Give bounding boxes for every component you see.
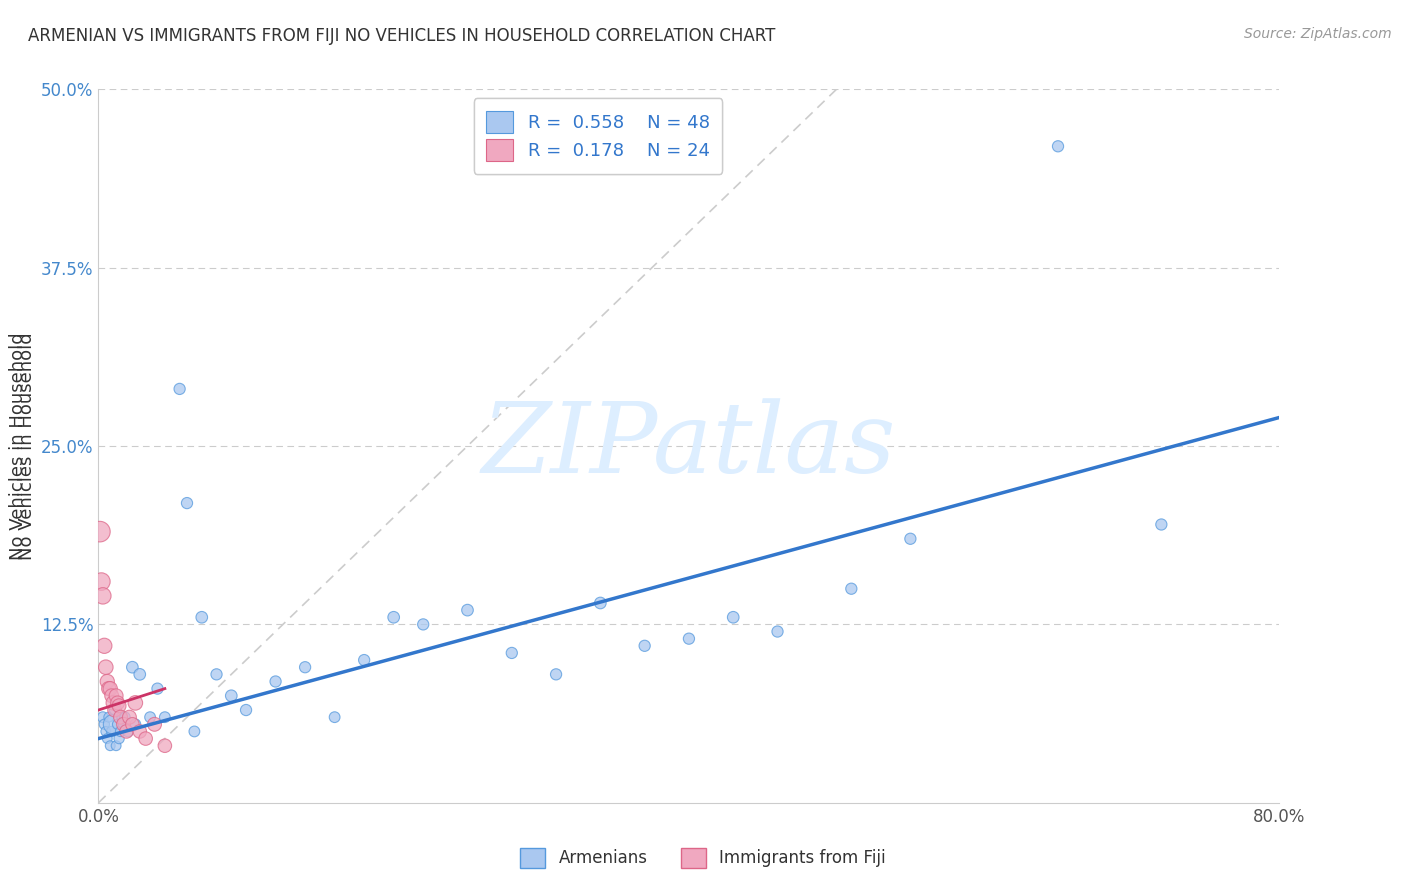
Point	[117, 724, 139, 739]
Point	[264, 674, 287, 689]
Point	[153, 739, 176, 753]
Point	[169, 382, 191, 396]
Point	[115, 724, 138, 739]
Point	[112, 717, 135, 731]
Point	[103, 717, 125, 731]
Point	[114, 710, 136, 724]
Point	[90, 574, 112, 589]
Point	[98, 739, 121, 753]
Text: Source: ZipAtlas.com: Source: ZipAtlas.com	[1244, 27, 1392, 41]
Point	[104, 703, 127, 717]
Point	[91, 589, 114, 603]
Point	[205, 667, 228, 681]
Point	[456, 603, 478, 617]
Point	[111, 710, 134, 724]
Legend: R =  0.558    N = 48, R =  0.178    N = 24: R = 0.558 N = 48, R = 0.178 N = 24	[474, 98, 723, 174]
Point	[124, 717, 146, 731]
Point	[108, 731, 131, 746]
Y-axis label: No Vehicles in Household: No Vehicles in Household	[8, 332, 27, 560]
Point	[128, 667, 150, 681]
Point	[103, 696, 125, 710]
Point	[93, 639, 115, 653]
Point	[107, 717, 129, 731]
Point	[219, 689, 242, 703]
Point	[235, 703, 257, 717]
Point	[412, 617, 434, 632]
Point	[107, 696, 129, 710]
Point	[100, 724, 122, 739]
Point	[183, 724, 205, 739]
Point	[501, 646, 523, 660]
Text: ARMENIAN VS IMMIGRANTS FROM FIJI NO VEHICLES IN HOUSEHOLD CORRELATION CHART: ARMENIAN VS IMMIGRANTS FROM FIJI NO VEHI…	[28, 27, 776, 45]
Point	[900, 532, 922, 546]
Point	[89, 524, 111, 539]
Point	[146, 681, 169, 696]
Point	[124, 696, 146, 710]
Point	[97, 710, 120, 724]
Point	[94, 724, 117, 739]
Point	[1150, 517, 1173, 532]
Point	[110, 710, 132, 724]
Point	[139, 710, 162, 724]
Point	[121, 660, 143, 674]
Point	[353, 653, 375, 667]
Point	[93, 717, 115, 731]
Point	[118, 710, 141, 724]
Point	[108, 698, 131, 713]
Point	[678, 632, 700, 646]
Text: ZIPatlas: ZIPatlas	[482, 399, 896, 493]
Point	[1046, 139, 1069, 153]
Point	[105, 689, 128, 703]
Point	[723, 610, 745, 624]
Point	[94, 660, 117, 674]
Y-axis label: No Vehicles in Household: No Vehicles in Household	[18, 332, 37, 560]
Point	[143, 717, 166, 731]
Point	[110, 724, 132, 739]
Point	[104, 703, 127, 717]
Point	[841, 582, 863, 596]
Point	[128, 724, 150, 739]
Point	[112, 717, 135, 731]
Point	[105, 739, 128, 753]
Point	[97, 681, 120, 696]
Point	[176, 496, 198, 510]
Point	[589, 596, 612, 610]
Point	[153, 710, 176, 724]
Point	[546, 667, 568, 681]
Point	[98, 681, 121, 696]
Point	[191, 610, 214, 624]
Point	[633, 639, 655, 653]
Point	[323, 710, 346, 724]
Point	[100, 689, 122, 703]
Point	[96, 731, 118, 746]
Legend: Armenians, Immigrants from Fiji: Armenians, Immigrants from Fiji	[513, 841, 893, 875]
Point	[294, 660, 316, 674]
Point	[96, 674, 118, 689]
Point	[135, 731, 157, 746]
Point	[382, 610, 405, 624]
Point	[91, 710, 114, 724]
Point	[766, 624, 789, 639]
Point	[121, 717, 143, 731]
